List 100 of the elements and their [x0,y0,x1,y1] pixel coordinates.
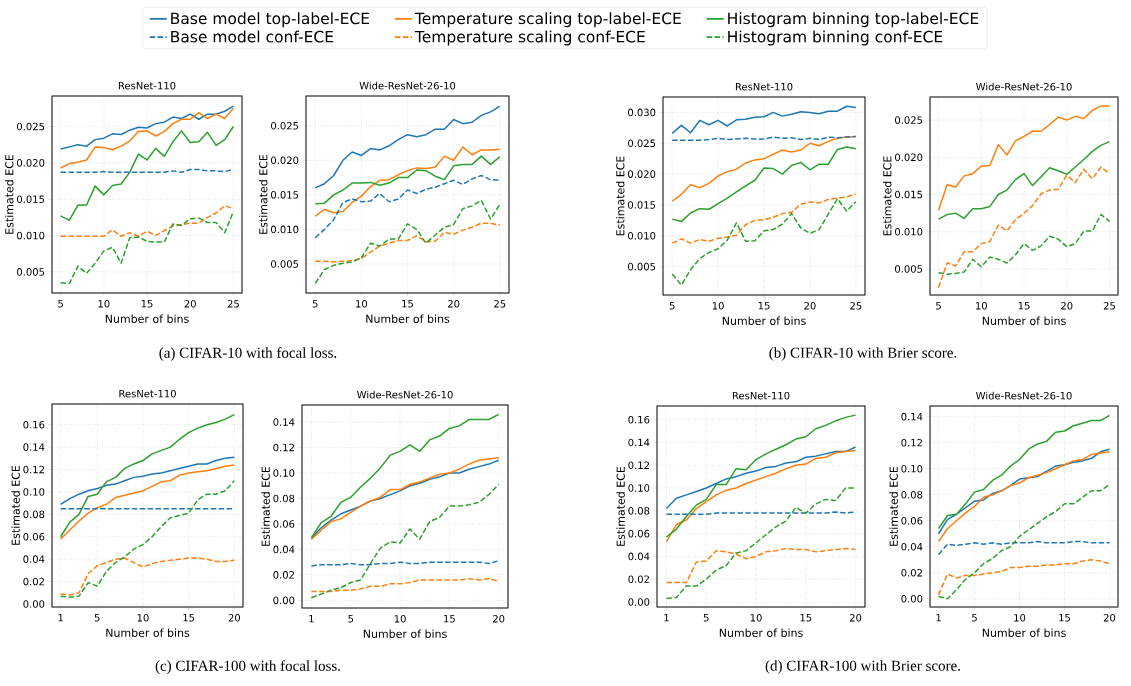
y-tick-label: 0.06 [628,529,650,538]
x-tick-label: 10 [1014,614,1026,622]
x-axis-title: Number of bins [982,628,1066,637]
y-tick-label: 0.010 [628,231,656,240]
x-tick-label: 5 [669,302,675,310]
legend-label: Temperature scaling top-label-ECE [414,12,681,28]
text: (d) CIFAR-100 with Brier score. [765,660,960,674]
y-tick-label: 0.005 [17,268,45,276]
legend-label: Histogram binning conf-ECE [728,30,943,46]
y-axis-title: Estimated ECE [889,466,898,546]
x-tick-label: 1 [936,614,941,622]
y-tick-label: 0.08 [901,490,923,499]
y-tick-label: 0.06 [23,532,45,541]
x-axis-title: Number of bins [106,628,190,637]
y-tick-label: 0.10 [23,488,45,496]
x-tick-label: 15 [800,614,812,622]
x-axis-title: Number of bins [105,314,189,323]
y-tick-label: 0.005 [628,262,656,271]
line-series [59,107,235,169]
x-tick-label: 20 [493,615,505,623]
y-axis-title: Estimated ECE [615,156,625,236]
y-tick-label: 0.015 [895,190,923,199]
y-tick-label: 0.06 [273,520,295,528]
x-tick-label: 25 [850,302,862,310]
line-series [314,222,501,263]
y-tick-label: 0.10 [901,464,923,473]
y-tick-label: 0.02 [273,571,294,579]
y-tick-label: 0.04 [901,542,923,551]
y-tick-label: 0.02 [901,568,922,577]
y-tick-label: 0.020 [17,159,45,167]
line-series [314,155,501,205]
line-series [671,105,857,135]
y-axis-title: Estimated ECE [616,466,625,546]
text: (a) CIFAR-10 with focal loss. [159,347,337,361]
y-tick-label: 0.005 [271,260,299,268]
y-tick-label: 0.02 [23,577,44,586]
x-tick-label: 15 [141,300,153,308]
x-tick-label: 5 [972,614,977,622]
x-tick-label: 20 [1061,302,1073,310]
line-series [59,105,235,150]
y-tick-label: 0.04 [628,552,650,561]
y-tick-label: 0.030 [628,108,656,117]
y-tick-label: 0.14 [901,412,923,421]
x-tick-label: 25 [227,300,239,308]
y-tick-label: 0.00 [628,598,650,606]
line-series [314,199,501,285]
y-tick-label: 0.025 [271,121,299,130]
y-tick-label: 0.12 [901,438,922,447]
y-tick-label: 0.010 [17,231,45,240]
text: (b) CIFAR-10 with Brier score. [769,347,957,361]
line-series [671,146,857,223]
y-tick-label: 0.020 [628,170,656,178]
y-tick-label: 0.08 [23,510,45,519]
line-series [937,213,1111,275]
x-tick-label: 20 [448,300,460,308]
y-tick-label: 0.015 [271,191,299,199]
line-series [314,146,501,218]
line-series [937,559,1111,596]
x-tick-label: 25 [494,300,506,308]
line-series [310,483,500,599]
y-tick-label: 0.12 [23,465,44,474]
line-series [937,140,1111,220]
line-series [665,414,857,538]
y-tick-label: 0.06 [901,516,923,525]
y-tick-label: 0.02 [628,575,649,583]
y-tick-label: 0.00 [901,595,923,603]
y-tick-label: 0.04 [23,555,45,563]
y-tick-label: 0.020 [271,156,299,165]
line-series [671,193,857,244]
legend-label: Base model top-label-ECE [171,12,370,28]
y-tick-label: 0.005 [895,265,923,273]
y-tick-label: 0.16 [628,415,650,424]
x-tick-label: 20 [804,302,816,310]
y-tick-label: 0.10 [628,484,650,492]
x-tick-label: 25 [1103,302,1115,310]
line-series [59,479,236,598]
x-tick-label: 20 [1103,614,1116,622]
y-tick-label: 0.04 [273,545,295,554]
y-tick-label: 0.08 [273,494,295,503]
chart-title: Wide-ResNet-26-10 [357,390,453,399]
text: (c) CIFAR-100 with focal loss. [155,660,340,674]
y-tick-label: 0.12 [628,461,649,470]
chart-title: ResNet-110 [119,389,176,398]
x-tick-label: 5 [94,614,100,622]
line-series [937,105,1111,211]
x-tick-label: 15 [758,302,770,310]
y-tick-label: 0.00 [23,600,45,608]
x-axis-title: Number of bins [366,314,450,323]
line-series [314,174,501,239]
legend-label: Temperature scaling conf-ECE [414,30,645,46]
y-tick-label: 0.010 [895,227,923,236]
line-series [937,414,1111,530]
x-tick-label: 1 [58,614,63,622]
x-tick-label: 10 [356,300,368,308]
y-tick-label: 0.16 [23,420,45,429]
x-tick-label: 10 [976,302,987,310]
chart-title: Wide-ResNet-26-10 [359,81,456,90]
y-axis-title: Estimated ECE [11,465,20,545]
chart-title: ResNet-110 [735,82,793,91]
y-tick-label: 0.015 [628,201,656,209]
